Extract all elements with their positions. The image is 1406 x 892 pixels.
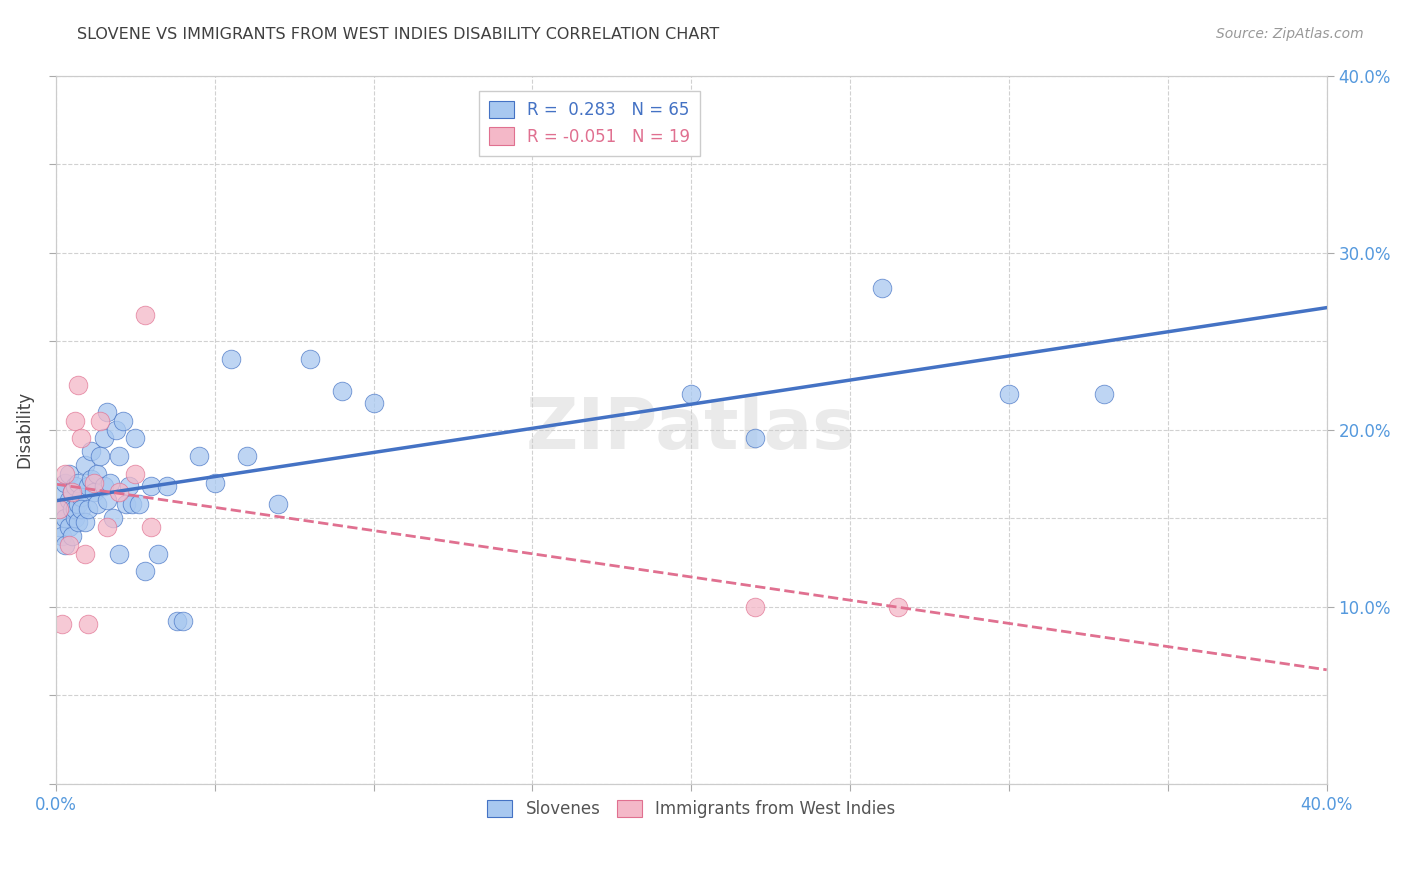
- Point: [114, 497, 136, 511]
- Point: [67, 378, 90, 392]
- Point: [60, 502, 83, 516]
- Point: [58, 493, 80, 508]
- Point: [58, 538, 80, 552]
- Point: [55, 467, 77, 481]
- Point: [363, 396, 385, 410]
- Point: [111, 414, 134, 428]
- Point: [744, 432, 766, 446]
- Point: [1092, 387, 1115, 401]
- Point: [58, 520, 80, 534]
- Point: [83, 484, 105, 499]
- Point: [299, 351, 322, 366]
- Point: [105, 423, 128, 437]
- Point: [60, 484, 83, 499]
- Point: [96, 493, 118, 508]
- Point: [86, 497, 108, 511]
- Point: [48, 502, 70, 516]
- Point: [93, 479, 115, 493]
- Point: [86, 467, 108, 481]
- Point: [51, 484, 73, 499]
- Point: [70, 432, 93, 446]
- Point: [141, 479, 163, 493]
- Point: [146, 547, 169, 561]
- Point: [121, 497, 143, 511]
- Point: [89, 449, 111, 463]
- Point: [101, 511, 124, 525]
- Point: [67, 515, 90, 529]
- Point: [887, 599, 910, 614]
- Point: [118, 479, 141, 493]
- Text: ZIPatlas: ZIPatlas: [526, 395, 856, 464]
- Point: [330, 384, 353, 398]
- Point: [870, 281, 893, 295]
- Point: [744, 599, 766, 614]
- Point: [83, 475, 105, 490]
- Point: [96, 405, 118, 419]
- Point: [219, 351, 242, 366]
- Point: [73, 515, 96, 529]
- Text: Source: ZipAtlas.com: Source: ZipAtlas.com: [1216, 27, 1364, 41]
- Point: [187, 449, 209, 463]
- Point: [63, 414, 86, 428]
- Y-axis label: Disability: Disability: [15, 391, 32, 468]
- Point: [48, 520, 70, 534]
- Point: [60, 529, 83, 543]
- Text: SLOVENE VS IMMIGRANTS FROM WEST INDIES DISABILITY CORRELATION CHART: SLOVENE VS IMMIGRANTS FROM WEST INDIES D…: [77, 27, 720, 42]
- Point: [134, 308, 156, 322]
- Point: [128, 497, 150, 511]
- Point: [58, 467, 80, 481]
- Point: [681, 387, 703, 401]
- Point: [235, 449, 257, 463]
- Point: [98, 475, 121, 490]
- Point: [48, 502, 70, 516]
- Point: [67, 475, 90, 490]
- Point: [998, 387, 1021, 401]
- Point: [63, 479, 86, 493]
- Point: [76, 502, 98, 516]
- Point: [55, 475, 77, 490]
- Point: [73, 547, 96, 561]
- Point: [51, 529, 73, 543]
- Point: [108, 484, 131, 499]
- Point: [141, 520, 163, 534]
- Point: [63, 502, 86, 516]
- Point: [76, 617, 98, 632]
- Point: [67, 497, 90, 511]
- Point: [166, 614, 188, 628]
- Point: [96, 520, 118, 534]
- Point: [89, 414, 111, 428]
- Point: [76, 479, 98, 493]
- Point: [124, 467, 146, 481]
- Point: [80, 472, 103, 486]
- Point: [134, 564, 156, 578]
- Point: [70, 502, 93, 516]
- Point: [55, 538, 77, 552]
- Point: [80, 443, 103, 458]
- Point: [73, 458, 96, 472]
- Point: [156, 479, 179, 493]
- Point: [63, 511, 86, 525]
- Legend: Slovenes, Immigrants from West Indies: Slovenes, Immigrants from West Indies: [481, 794, 903, 825]
- Point: [51, 617, 73, 632]
- Point: [124, 432, 146, 446]
- Point: [204, 475, 226, 490]
- Point: [108, 449, 131, 463]
- Point: [55, 511, 77, 525]
- Point: [93, 432, 115, 446]
- Point: [108, 547, 131, 561]
- Point: [70, 490, 93, 504]
- Point: [172, 614, 194, 628]
- Point: [267, 497, 290, 511]
- Point: [60, 484, 83, 499]
